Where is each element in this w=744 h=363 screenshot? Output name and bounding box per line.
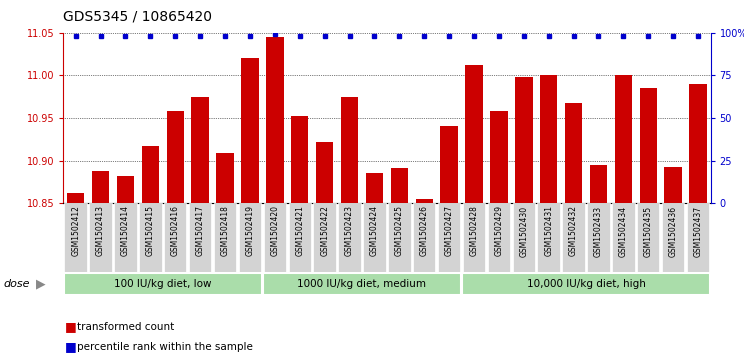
Text: GSM1502434: GSM1502434 bbox=[619, 205, 628, 257]
Bar bbox=[92, 171, 109, 203]
Bar bbox=[490, 111, 507, 203]
Text: GSM1502421: GSM1502421 bbox=[295, 205, 304, 256]
FancyBboxPatch shape bbox=[313, 203, 336, 274]
Text: GSM1502419: GSM1502419 bbox=[246, 205, 254, 256]
Text: GSM1502412: GSM1502412 bbox=[71, 205, 80, 256]
Text: GSM1502417: GSM1502417 bbox=[196, 205, 205, 256]
FancyBboxPatch shape bbox=[164, 203, 187, 274]
Text: GSM1502427: GSM1502427 bbox=[445, 205, 454, 256]
Bar bbox=[615, 76, 632, 203]
Text: GSM1502436: GSM1502436 bbox=[669, 205, 678, 257]
Text: GSM1502416: GSM1502416 bbox=[171, 205, 180, 256]
FancyBboxPatch shape bbox=[189, 203, 211, 274]
Bar bbox=[565, 103, 583, 203]
Text: 1000 IU/kg diet, medium: 1000 IU/kg diet, medium bbox=[298, 278, 426, 289]
Bar bbox=[217, 153, 234, 203]
Bar bbox=[415, 199, 433, 203]
Text: GSM1502431: GSM1502431 bbox=[544, 205, 554, 256]
FancyBboxPatch shape bbox=[687, 203, 709, 274]
Bar bbox=[191, 97, 209, 203]
FancyBboxPatch shape bbox=[562, 203, 585, 274]
FancyBboxPatch shape bbox=[289, 203, 311, 274]
Text: GSM1502413: GSM1502413 bbox=[96, 205, 105, 256]
Text: GSM1502433: GSM1502433 bbox=[594, 205, 603, 257]
FancyBboxPatch shape bbox=[413, 203, 435, 274]
Text: GSM1502420: GSM1502420 bbox=[270, 205, 279, 256]
FancyBboxPatch shape bbox=[363, 203, 385, 274]
Bar bbox=[465, 65, 483, 203]
Bar bbox=[440, 126, 458, 203]
FancyBboxPatch shape bbox=[65, 203, 87, 274]
Bar bbox=[141, 146, 159, 203]
Text: GSM1502429: GSM1502429 bbox=[495, 205, 504, 256]
FancyBboxPatch shape bbox=[239, 203, 261, 274]
FancyBboxPatch shape bbox=[64, 273, 262, 295]
Text: GSM1502437: GSM1502437 bbox=[693, 205, 702, 257]
Bar bbox=[366, 172, 383, 203]
FancyBboxPatch shape bbox=[438, 203, 461, 274]
FancyBboxPatch shape bbox=[263, 203, 286, 274]
Bar bbox=[266, 37, 283, 203]
FancyBboxPatch shape bbox=[537, 203, 560, 274]
Bar bbox=[640, 88, 657, 203]
Text: 100 IU/kg diet, low: 100 IU/kg diet, low bbox=[114, 278, 211, 289]
FancyBboxPatch shape bbox=[388, 203, 411, 274]
FancyBboxPatch shape bbox=[115, 203, 137, 274]
Bar bbox=[316, 142, 333, 203]
Text: GSM1502428: GSM1502428 bbox=[469, 205, 478, 256]
Bar bbox=[117, 176, 134, 203]
FancyBboxPatch shape bbox=[488, 203, 510, 274]
Text: GSM1502418: GSM1502418 bbox=[220, 205, 230, 256]
Text: GSM1502435: GSM1502435 bbox=[644, 205, 652, 257]
Bar bbox=[515, 77, 533, 203]
FancyBboxPatch shape bbox=[662, 203, 684, 274]
Text: ▶: ▶ bbox=[36, 277, 45, 290]
Text: GSM1502423: GSM1502423 bbox=[345, 205, 354, 256]
Text: GSM1502424: GSM1502424 bbox=[370, 205, 379, 256]
FancyBboxPatch shape bbox=[587, 203, 609, 274]
Bar bbox=[690, 84, 707, 203]
Text: GDS5345 / 10865420: GDS5345 / 10865420 bbox=[63, 9, 212, 23]
FancyBboxPatch shape bbox=[462, 273, 710, 295]
Text: 10,000 IU/kg diet, high: 10,000 IU/kg diet, high bbox=[527, 278, 646, 289]
Text: transformed count: transformed count bbox=[77, 322, 174, 332]
FancyBboxPatch shape bbox=[139, 203, 161, 274]
Text: percentile rank within the sample: percentile rank within the sample bbox=[77, 342, 252, 352]
Text: dose: dose bbox=[4, 279, 31, 289]
Bar bbox=[590, 165, 607, 203]
Text: ■: ■ bbox=[65, 340, 77, 353]
Text: GSM1502415: GSM1502415 bbox=[146, 205, 155, 256]
FancyBboxPatch shape bbox=[612, 203, 635, 274]
Text: GSM1502422: GSM1502422 bbox=[320, 205, 329, 256]
FancyBboxPatch shape bbox=[214, 203, 237, 274]
Bar bbox=[167, 111, 184, 203]
FancyBboxPatch shape bbox=[89, 203, 112, 274]
Bar bbox=[341, 97, 359, 203]
Bar bbox=[67, 193, 84, 203]
Text: GSM1502414: GSM1502414 bbox=[121, 205, 130, 256]
Bar bbox=[540, 76, 557, 203]
Bar bbox=[664, 167, 682, 203]
Text: ■: ■ bbox=[65, 320, 77, 333]
Bar bbox=[291, 116, 309, 203]
FancyBboxPatch shape bbox=[263, 273, 461, 295]
Text: GSM1502426: GSM1502426 bbox=[420, 205, 429, 256]
Bar bbox=[391, 168, 408, 203]
Text: GSM1502430: GSM1502430 bbox=[519, 205, 528, 257]
Text: GSM1502432: GSM1502432 bbox=[569, 205, 578, 256]
Text: GSM1502425: GSM1502425 bbox=[395, 205, 404, 256]
FancyBboxPatch shape bbox=[339, 203, 361, 274]
Bar bbox=[241, 58, 259, 203]
FancyBboxPatch shape bbox=[513, 203, 535, 274]
FancyBboxPatch shape bbox=[463, 203, 485, 274]
FancyBboxPatch shape bbox=[637, 203, 659, 274]
